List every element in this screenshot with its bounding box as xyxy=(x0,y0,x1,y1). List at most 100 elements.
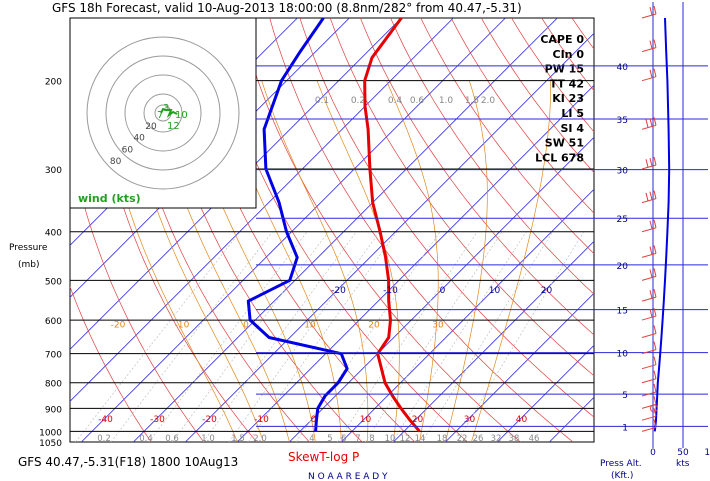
temperature-tick-label-lower: 20 xyxy=(412,415,424,425)
theta-e-tick-label: 30 xyxy=(432,321,444,331)
hodograph-point-label: 7 xyxy=(157,110,163,121)
temperature-tick-label-lower: 0 xyxy=(311,415,317,425)
mixing-ratio-tick-label: 1.5 xyxy=(465,96,479,106)
temperature-tick-label-lower: -10 xyxy=(254,415,269,425)
wind-profile-panel: 1510152025303540050100 xyxy=(256,2,710,458)
hodograph-ring-label: 40 xyxy=(133,134,145,144)
mixing-ratio-line xyxy=(203,231,357,442)
mixing-ratio-line xyxy=(75,231,241,442)
wind-barb-flag xyxy=(649,6,653,16)
temperature-tick-label-lower: -40 xyxy=(98,415,113,425)
isotherm-line xyxy=(81,18,506,442)
altitude-tick-label: 1 xyxy=(622,423,628,433)
isotherm-line xyxy=(70,18,454,402)
altitude-tick-label: 5 xyxy=(622,391,628,401)
altitude-tick-label: 35 xyxy=(617,116,628,126)
temperature-tick-label: 10 xyxy=(489,286,501,296)
index-pw: PW 15 xyxy=(545,63,584,76)
temperature-line xyxy=(363,18,421,433)
altitude-tick-label: 10 xyxy=(617,350,629,360)
hodograph-trace xyxy=(160,107,178,118)
moist-adiabat xyxy=(216,80,342,442)
isotherm-line xyxy=(289,136,594,442)
wind-barb-flag xyxy=(653,370,657,379)
isotherm-line xyxy=(497,344,594,442)
mixing-ratio-tick-label: 0.6 xyxy=(165,434,179,444)
wind-barb xyxy=(641,378,657,384)
wind-barb xyxy=(641,76,657,82)
temperature-tick-label: -10 xyxy=(383,286,398,296)
mixing-ratio-tick-label: 8 xyxy=(369,434,374,444)
wind-axis-tick-label: 0 xyxy=(650,448,656,458)
hodograph-ring xyxy=(105,55,221,171)
wind-barb-flag xyxy=(649,40,653,49)
mixing-ratio-tick-label: 38 xyxy=(509,434,520,444)
mixing-ratio-tick-label: 22 xyxy=(457,434,468,444)
hodograph-label: wind (kts) xyxy=(78,192,141,205)
mixing-ratio-tick-label: 5 xyxy=(327,434,332,444)
wind-barb-flag xyxy=(649,269,653,278)
hodograph-ring xyxy=(86,36,240,190)
wind-barb-flag xyxy=(649,191,653,200)
theta-e-tick-label: 20 xyxy=(368,321,380,331)
wind-barb-flag xyxy=(649,246,653,255)
mixing-ratio-tick-label: 0.2 xyxy=(97,434,111,444)
mixing-ratio-line xyxy=(228,231,380,442)
footer-location: GFS 40.47,-5.31(F18) 1800 10Aug13 xyxy=(18,455,238,469)
mixing-ratio-tick-label: 1.0 xyxy=(439,96,454,106)
wind-barb xyxy=(641,13,657,19)
mixing-ratio-tick-label: 0.4 xyxy=(388,96,403,106)
pressure-tick-label: 500 xyxy=(45,277,62,287)
temperature-tick-label-lower: -30 xyxy=(150,415,165,425)
wind-barb-flag xyxy=(653,190,657,199)
moist-adiabat xyxy=(386,80,439,442)
hodograph-point-label: 3 xyxy=(163,103,169,114)
calm-wind-marker xyxy=(650,404,658,413)
temperature-tick-label-lower: 30 xyxy=(464,415,476,425)
altitude-axis-unit: (Kft.) xyxy=(611,471,633,481)
wind-barb-flag xyxy=(653,219,657,228)
pressure-tick-label: 1000 xyxy=(39,428,62,438)
pressure-tick-label: 300 xyxy=(45,166,62,176)
wind-barb xyxy=(641,391,657,397)
mixing-ratio-line xyxy=(421,231,554,442)
index-cape: CAPE 0 xyxy=(540,33,584,46)
mixing-ratio-line xyxy=(148,231,308,442)
wind-barb xyxy=(641,227,657,233)
altitude-axis-label: Press Alt. xyxy=(600,459,642,469)
pressure-tick-label: 700 xyxy=(45,351,62,361)
wind-speed-line xyxy=(653,17,671,432)
hodograph-ring-label: 60 xyxy=(122,145,134,155)
hodograph-point-label: 12 xyxy=(167,121,180,132)
wind-barb-flag xyxy=(653,68,657,77)
isotherm-line xyxy=(445,292,594,442)
wind-barb-flag xyxy=(649,309,653,318)
wind-barb xyxy=(641,275,657,281)
pressure-axis-label: Pressure xyxy=(9,243,48,253)
altitude-tick-label: 15 xyxy=(617,307,628,317)
altitude-tick-label: 25 xyxy=(617,215,628,225)
wind-barb xyxy=(641,349,657,355)
hodograph-point-label: 10 xyxy=(175,110,188,121)
wind-barb-flag xyxy=(649,69,653,78)
mixing-ratio-tick-label: 4 xyxy=(309,434,314,444)
theta-e-tick-label: 10 xyxy=(304,321,316,331)
mixing-ratio-line xyxy=(456,231,585,442)
mixing-ratio-tick-label: 1.0 xyxy=(201,434,215,444)
temperature-tick-labels: -20 -10 0 10 20 -40 -30 -20 -10 0 10 20 30 40 -20 -10 0 1… xyxy=(97,96,552,444)
moist-adiabat xyxy=(445,80,488,442)
mixing-ratio-line xyxy=(172,231,329,442)
wind-barb-flag xyxy=(653,419,657,428)
wind-barb-flag xyxy=(653,356,657,365)
mixing-ratio-tick-label: 0.4 xyxy=(139,434,153,444)
dry-adiabat xyxy=(632,18,710,442)
pressure-axis-unit: (mb) xyxy=(18,260,40,270)
wind-barb-flag xyxy=(653,39,657,48)
mixing-ratio-tick-label: 2.0 xyxy=(481,96,496,106)
hodograph-ring-label: 20 xyxy=(145,122,157,132)
wind-barb xyxy=(641,296,657,302)
pressure-tick-label: 800 xyxy=(45,380,62,390)
wind-barb-flag xyxy=(653,156,657,166)
